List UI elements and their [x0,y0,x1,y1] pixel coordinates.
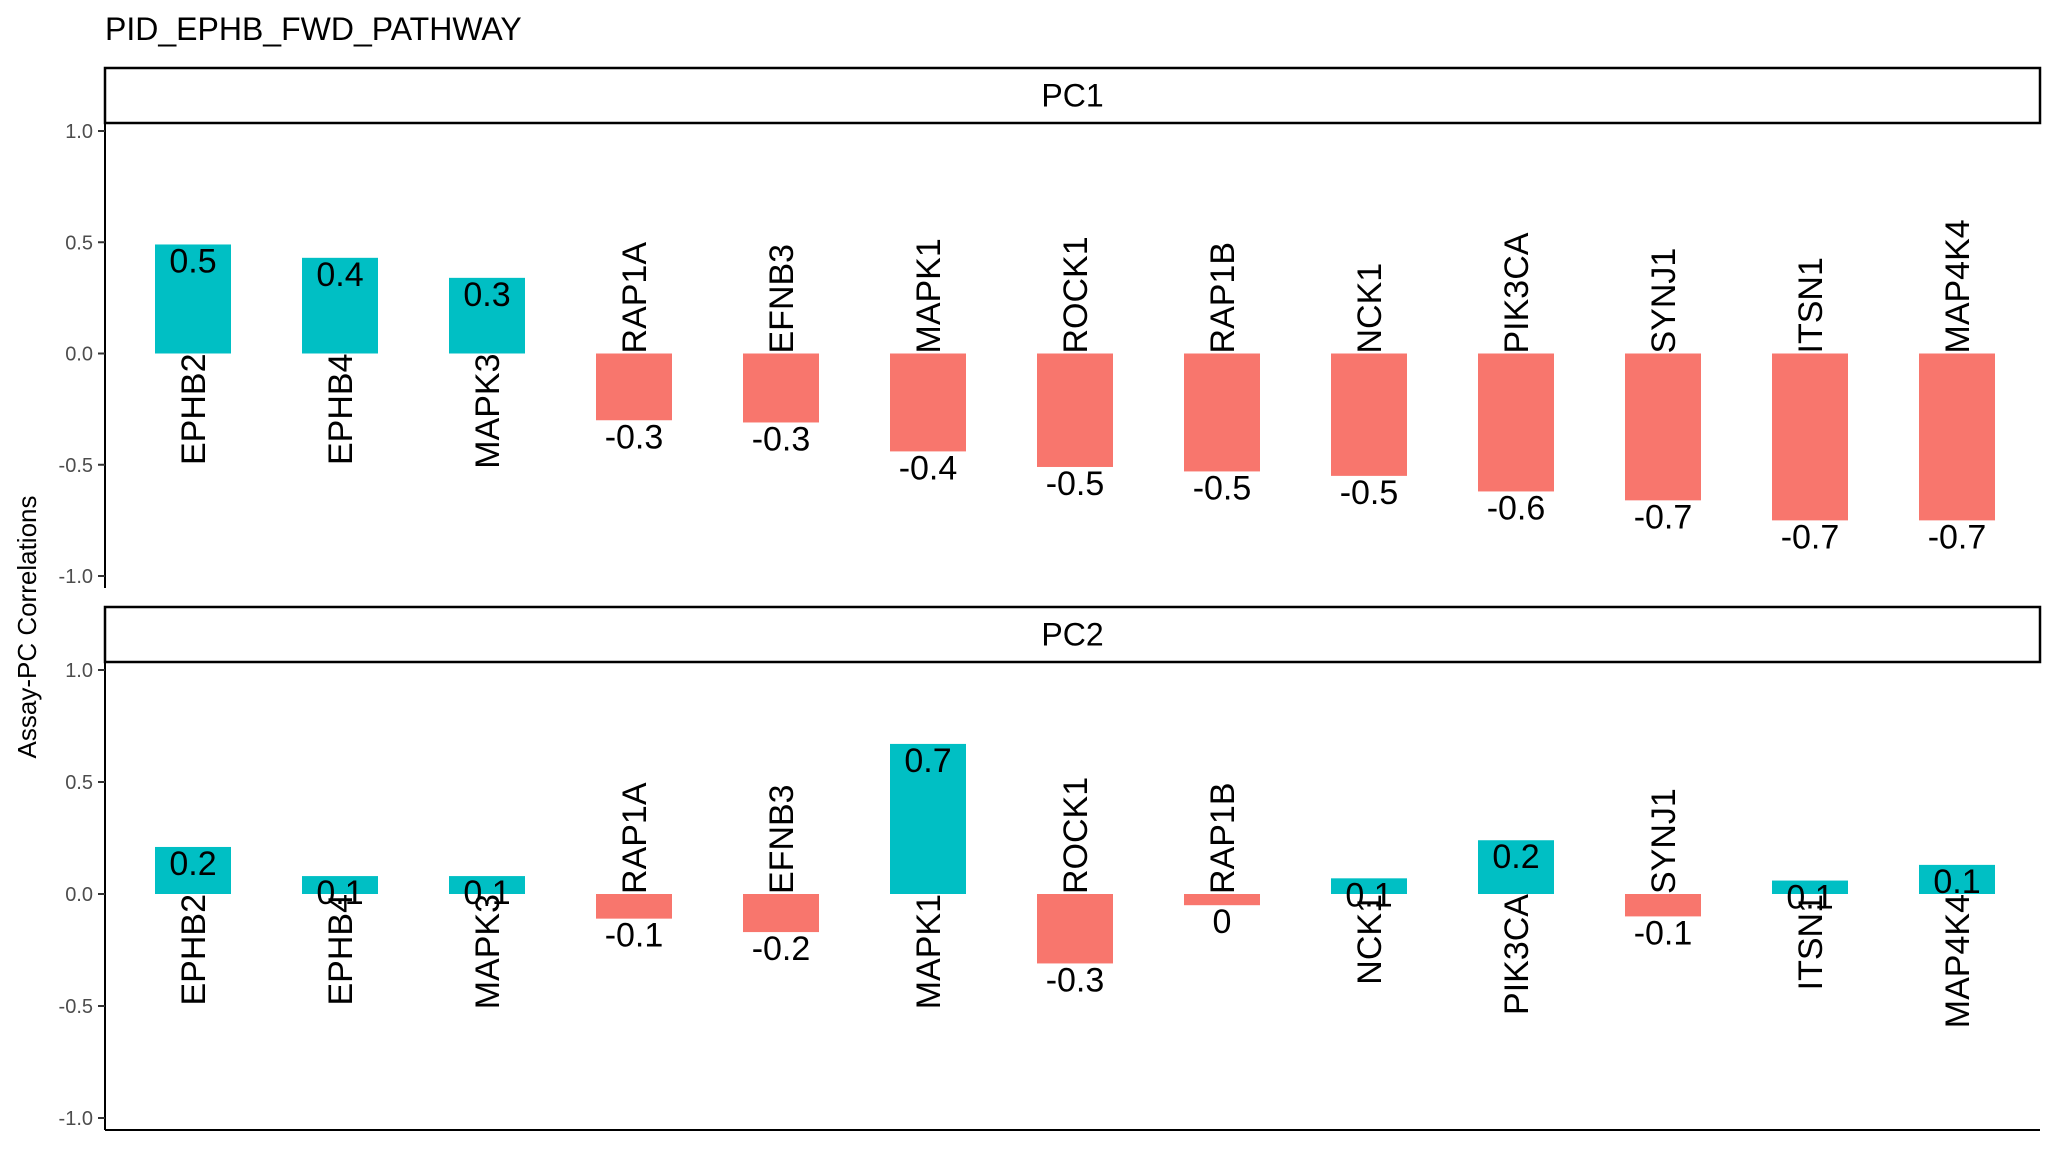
category-label: EPHB4 [322,354,360,466]
bar [1184,353,1260,472]
bar-value-label: 0.1 [1786,879,1833,917]
category-label: ITSN1 [1792,257,1830,353]
bar-value-label: 0.2 [169,845,216,883]
bar [449,277,525,354]
bar [743,894,819,933]
y-tick-label: -1.0 [59,1108,93,1130]
bar [890,353,966,452]
y-tick-label: 1.0 [65,121,93,143]
bar [155,244,231,354]
bar-value-label: 0.1 [463,874,510,912]
bar [449,876,525,894]
category-label: MAP4K4 [1939,219,1977,353]
bar [155,846,231,894]
chart-title: PID_EPHB_FWD_PATHWAY [105,11,522,47]
facet-panel-pc1: PC1 1.0 0.5 0.0 -0.5 -1.0 0.5 EPHB2 0.4 EPHB4 0.3 M… [59,66,2042,588]
bar [1625,353,1701,501]
bar [302,257,378,354]
bar-value-label: 0.3 [463,276,510,314]
category-label: RAP1A [616,782,654,894]
category-label: RAP1B [1204,783,1242,895]
y-tick-label: -0.5 [59,996,93,1018]
category-label: SYNJ1 [1645,788,1683,894]
category-label: NCK1 [1351,263,1389,354]
bar-value-label: 0.1 [1933,863,1980,901]
bar [1772,353,1848,521]
category-label: MAPK3 [469,354,507,469]
category-label: MAPK1 [910,238,948,353]
y-tick-label: 0.5 [65,232,93,254]
y-tick-label: 1.0 [65,660,93,682]
bar-value-label: -0.1 [1634,914,1693,952]
category-label: PIK3CA [1498,232,1536,353]
bar-value-label: -0.5 [1046,465,1105,503]
bar-value-label: -0.4 [899,449,958,487]
category-label: EFNB3 [763,784,801,894]
bar [596,894,672,919]
bar-value-label: 0.1 [1345,876,1392,914]
facet-strip [103,605,2042,664]
bar-value-label: -0.7 [1928,518,1987,556]
category-label: EFNB3 [763,244,801,354]
y-axis-label: Assay-PC Correlations [12,496,42,759]
facet-strip-label: PC1 [1041,78,1103,114]
bar-value-label: -0.5 [1340,474,1399,512]
bar [1478,840,1554,894]
bar-value-label: -0.5 [1193,469,1252,507]
bar-value-label: -0.1 [605,917,664,955]
y-tick-label: -0.5 [59,455,93,477]
bar [596,353,672,421]
bar-value-label: -0.6 [1487,489,1546,527]
bar-value-label: 0.2 [1492,838,1539,876]
bar [302,876,378,894]
bar-value-label: -0.3 [752,420,811,458]
category-label: RAP1A [616,242,654,354]
bar [743,353,819,423]
bar [1037,353,1113,467]
facet-panel-pc2: PC21.00.50.0-0.5-1.00.2EPHB20.1EPHB40.1M… [59,605,2042,1131]
bar-value-label: 0.4 [316,256,363,294]
category-label: NCK1 [1351,894,1389,985]
category-label: MAP4K4 [1939,894,1977,1028]
bar [1919,864,1995,894]
bar [1919,353,1995,521]
facet-strip [103,66,2042,125]
bar [1625,894,1701,917]
bar-value-label: -0.2 [752,930,811,968]
category-label: EPHB4 [322,894,360,1006]
category-label: ROCK1 [1057,236,1095,353]
bar-value-label: 0.1 [316,874,363,912]
category-label: SYNJ1 [1645,248,1683,354]
y-tick-label: 0.0 [65,884,93,906]
bar [1331,878,1407,894]
category-label: MAPK3 [469,894,507,1009]
bar [1331,353,1407,476]
bar-value-label: -0.3 [1046,961,1105,999]
facet-panels: PC1 1.0 0.5 0.0 -0.5 -1.0 0.5 EPHB2 0.4 EPHB4 0.3 M… [59,66,2042,1131]
bar-value-label: 0.7 [904,742,951,780]
bar [890,743,966,894]
bar-value-label: 0.5 [169,242,216,280]
bar [1478,353,1554,492]
category-label: EPHB2 [175,894,213,1006]
bar [1037,894,1113,964]
y-tick-label: -1.0 [59,566,93,588]
category-label: ROCK1 [1057,777,1095,894]
bar [1772,880,1848,894]
facet-strip-label: PC2 [1041,617,1103,653]
bar-value-label: 0 [1213,903,1232,941]
category-label: MAPK1 [910,894,948,1009]
y-tick-label: 0.0 [65,344,93,366]
bar-value-label: -0.3 [605,418,664,456]
category-label: RAP1B [1204,242,1242,354]
category-label: ITSN1 [1792,894,1830,990]
category-label: EPHB2 [175,354,213,466]
bar-value-label: -0.7 [1634,498,1693,536]
bar [1184,894,1260,906]
category-label: PIK3CA [1498,894,1536,1015]
bar-value-label: -0.7 [1781,518,1840,556]
y-tick-label: 0.5 [65,772,93,794]
